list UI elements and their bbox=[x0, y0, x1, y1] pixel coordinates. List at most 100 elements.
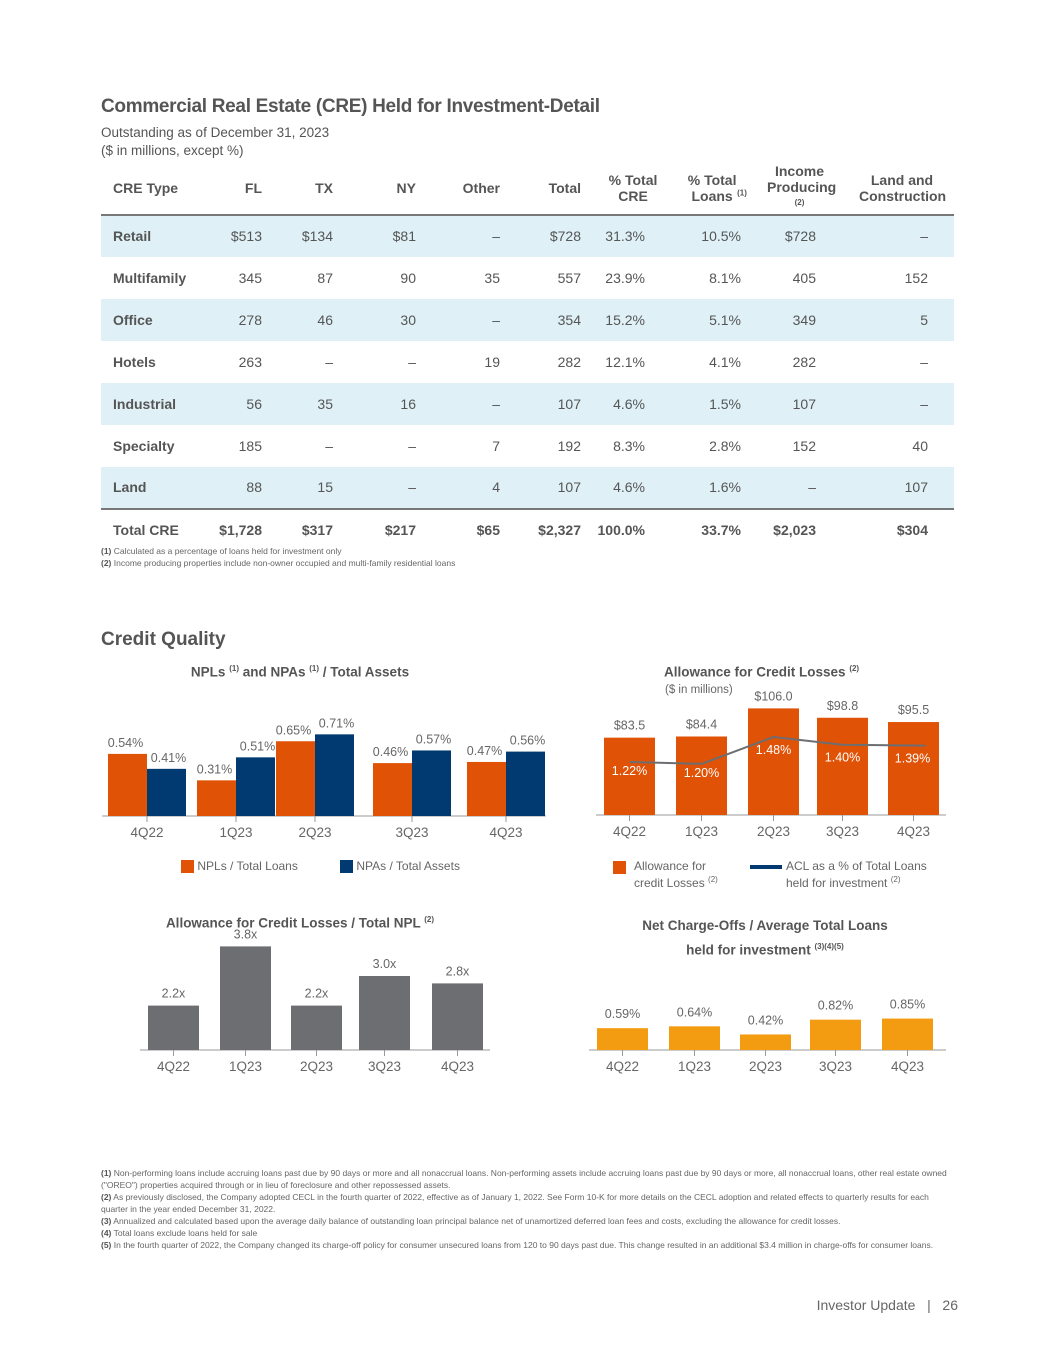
bar-value-label: 0.59% bbox=[605, 1007, 640, 1021]
table-cell: Total CRE bbox=[113, 522, 179, 539]
table-cell: – bbox=[408, 437, 416, 454]
table-cell: 35 bbox=[317, 395, 333, 412]
table-cell: 12.1% bbox=[605, 353, 645, 370]
table-cell: Industrial bbox=[113, 395, 177, 412]
table-cell: 23.9% bbox=[605, 269, 645, 286]
table-cell: 10.5% bbox=[701, 228, 741, 245]
x-tick-label: 2Q23 bbox=[300, 1059, 333, 1074]
line-value-label: 1.20% bbox=[684, 766, 719, 780]
table-cell: 152 bbox=[792, 437, 816, 454]
nco-chart-title: Net Charge-Offs / Average Total Loans hel… bbox=[642, 918, 888, 958]
x-tick-label: 3Q23 bbox=[826, 824, 859, 839]
x-tick-label: 4Q23 bbox=[897, 824, 930, 839]
x-tick-label: 4Q23 bbox=[891, 1059, 924, 1074]
page-title: Commercial Real Estate (CRE) Held for In… bbox=[101, 96, 600, 117]
legend-acl-pct: ACL as a % of Total Loans held for invest… bbox=[750, 860, 927, 890]
legend-npa: NPAs / Total Assets bbox=[340, 860, 460, 874]
table-cell: 2.8% bbox=[709, 437, 741, 454]
acl-pct-line bbox=[629, 736, 926, 765]
npa-bar bbox=[506, 751, 545, 816]
table-cell: – bbox=[492, 311, 500, 328]
col-tx: TX bbox=[315, 180, 333, 197]
table-cell: 345 bbox=[238, 269, 262, 286]
table-row: Retail $513 $134 $81 – $728 31.3% 10.5% $728 – bbox=[101, 214, 954, 257]
page-footer: Investor Update | 26 bbox=[816, 1297, 958, 1313]
legend-swatch-npl bbox=[181, 860, 194, 874]
npl-bar bbox=[467, 761, 506, 816]
bar-value-label: $98.8 bbox=[827, 699, 858, 713]
table-cell: 282 bbox=[792, 353, 816, 370]
legend-acl: Allowance for credit Losses (2) bbox=[613, 860, 718, 890]
table-cell: – bbox=[808, 479, 816, 496]
bar-value-label: 2.2x bbox=[162, 987, 186, 1001]
table-cell: 349 bbox=[792, 311, 816, 328]
line-value-label: 1.48% bbox=[756, 743, 791, 757]
table-cell: – bbox=[325, 437, 333, 454]
table-cell: Retail bbox=[113, 228, 152, 245]
table-cell: Specialty bbox=[113, 437, 175, 454]
npa-bar bbox=[147, 768, 186, 816]
bar-value-label: 0.82% bbox=[818, 999, 853, 1013]
bar-value-label: 0.64% bbox=[677, 1005, 712, 1019]
table-cell: – bbox=[920, 395, 928, 412]
table-cell: – bbox=[492, 395, 500, 412]
section-credit-quality: Credit Quality bbox=[101, 629, 226, 650]
table-cell: – bbox=[492, 228, 500, 245]
footnotes: (1) Non-performing loans include accruin… bbox=[101, 1168, 947, 1250]
table-row: Office 278 46 30 – 354 15.2% 5.1% 349 5 bbox=[101, 298, 954, 341]
table-cell: 4.1% bbox=[709, 353, 741, 370]
ratio-bar bbox=[148, 1005, 199, 1050]
table-cell: 282 bbox=[557, 353, 581, 370]
x-tick-label: 1Q23 bbox=[678, 1059, 711, 1074]
table-cell: $728 bbox=[549, 228, 581, 245]
ratio-chart-title: Allowance for Credit Losses / Total NPL … bbox=[165, 915, 435, 931]
bar-value-label: 0.46% bbox=[373, 745, 408, 759]
page-number: 26 bbox=[942, 1297, 958, 1313]
col-income: Income Producing(2) bbox=[767, 163, 837, 207]
npl-bar bbox=[108, 753, 147, 816]
ratio-bar bbox=[220, 946, 271, 1050]
npa-bar bbox=[315, 734, 354, 816]
ratio-bar bbox=[432, 983, 483, 1050]
table-cell: 8.3% bbox=[613, 437, 645, 454]
table-cell: 5 bbox=[920, 311, 928, 328]
table-cell: – bbox=[408, 479, 416, 496]
table-cell: 40 bbox=[912, 437, 928, 454]
table-cell: 152 bbox=[904, 269, 928, 286]
bar-value-label: 0.47% bbox=[467, 744, 502, 758]
nco-bar bbox=[740, 1034, 791, 1050]
acl-bar bbox=[676, 736, 727, 815]
table-row: Hotels 263 – – 19 282 12.1% 4.1% 282 – bbox=[101, 341, 954, 383]
legend-line-acl-pct bbox=[750, 865, 782, 869]
col-pct-cre: % Total CRE bbox=[608, 172, 658, 205]
acl-bar bbox=[748, 708, 799, 815]
table-cell: 263 bbox=[238, 353, 262, 370]
table-cell: $134 bbox=[301, 228, 333, 245]
table-cell: 8.1% bbox=[709, 269, 741, 286]
table-cell: – bbox=[920, 228, 928, 245]
table-cell: $304 bbox=[896, 522, 928, 539]
x-tick-label: 2Q23 bbox=[749, 1059, 782, 1074]
col-cre-type: CRE Type bbox=[113, 180, 179, 197]
table-cell: 1.6% bbox=[709, 479, 741, 496]
x-tick-label: 4Q22 bbox=[613, 824, 646, 839]
table-cell: $65 bbox=[476, 522, 500, 539]
table-cell: 107 bbox=[792, 395, 816, 412]
table-row: Industrial 56 35 16 – 107 4.6% 1.5% 107 – bbox=[101, 382, 954, 425]
table-cell: 90 bbox=[400, 269, 416, 286]
x-tick-label: 2Q23 bbox=[298, 825, 331, 840]
npa-bar bbox=[412, 750, 451, 816]
table-cell: 557 bbox=[557, 269, 581, 286]
nco-bar bbox=[669, 1026, 720, 1050]
table-row: Land 88 15 – 4 107 4.6% 1.6% – 107 bbox=[101, 466, 954, 509]
table-cell: $217 bbox=[384, 522, 416, 539]
table-cell: 4.6% bbox=[613, 395, 645, 412]
npl-bar bbox=[373, 763, 412, 816]
x-tick-label: 1Q23 bbox=[219, 825, 252, 840]
table-cell: Hotels bbox=[113, 353, 156, 370]
bar-value-label: 0.85% bbox=[890, 998, 925, 1012]
bar-value-label: 3.8x bbox=[234, 927, 258, 941]
table-cell: 100.0% bbox=[597, 522, 645, 539]
table-cell: 16 bbox=[400, 395, 416, 412]
